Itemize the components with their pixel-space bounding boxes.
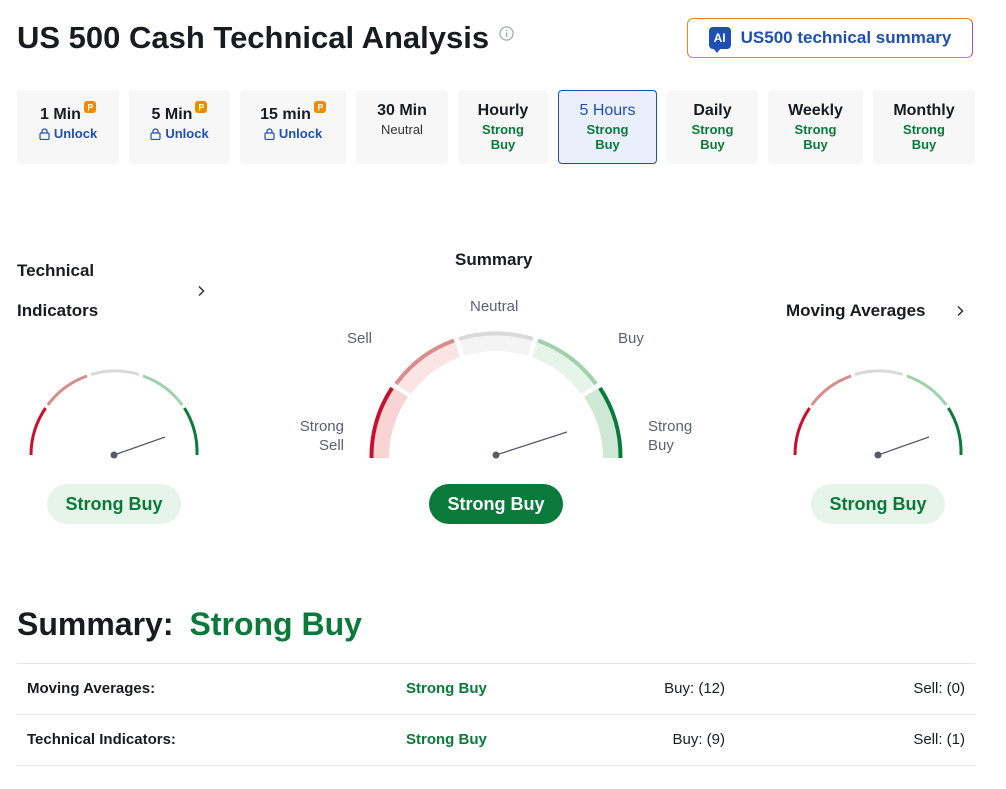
gauge-label-strong-sell: Strong Sell: [299, 418, 344, 454]
unlock-label: Unlock: [278, 126, 323, 141]
tab-1-min[interactable]: 1 Min Unlock: [17, 90, 119, 164]
tab-label: 15 min: [260, 106, 311, 123]
tab-status-line2: Buy: [911, 137, 937, 152]
tab-status: Neutral: [381, 122, 423, 137]
lock-icon: [150, 127, 161, 140]
tab-monthly[interactable]: Monthly Strong Buy: [873, 90, 975, 164]
row-name: Technical Indicators:: [27, 731, 176, 748]
tab-status-line1: Strong: [903, 122, 945, 137]
tab-label: Hourly: [477, 102, 529, 119]
summary-label: Summary:: [17, 606, 174, 642]
tab-label: 5 Min: [151, 106, 193, 123]
unlock-label: Unlock: [53, 126, 98, 141]
tab-weekly[interactable]: Weekly Strong Buy: [768, 90, 863, 164]
gauge-label-strong-buy: Strong Buy: [648, 418, 693, 454]
tab-status-line1: Strong: [691, 122, 734, 137]
page-title: US 500 Cash Technical Analysis: [17, 20, 490, 55]
unlock-label: Unlock: [165, 126, 209, 141]
heading-line: Technical: [17, 261, 95, 280]
info-circle-icon[interactable]: [499, 26, 514, 41]
heading-line: Indicators: [17, 301, 99, 320]
moving-averages-heading[interactable]: Moving Averages: [786, 301, 926, 320]
row-sell-count: Sell: (1): [913, 731, 965, 748]
summary-gauge: [369, 331, 623, 459]
tab-status-line1: Strong: [794, 122, 837, 137]
tab-status-line2: Buy: [595, 137, 620, 152]
tab-5-min[interactable]: 5 Min Unlock: [129, 90, 230, 164]
row-signal: Strong Buy: [406, 731, 487, 748]
tab-status-line1: Strong: [586, 122, 629, 137]
chevron-right-icon[interactable]: [195, 285, 207, 297]
tab-status-line1: Strong: [482, 122, 524, 137]
tab-status-line2: Buy: [803, 137, 828, 152]
summary-value: Strong Buy: [189, 606, 362, 642]
row-buy-count: Buy: (9): [672, 731, 725, 748]
pro-badge-icon: [313, 101, 326, 113]
ai-button-label: US500 technical summary: [740, 28, 952, 47]
table-row: Moving Averages: Strong Buy Buy: (12) Se…: [17, 663, 975, 714]
tab-label: Weekly: [788, 102, 843, 119]
summary-table: Moving Averages: Strong Buy Buy: (12) Se…: [17, 663, 975, 766]
technical-indicators-result: Strong Buy: [47, 484, 181, 524]
gauge-label-sell: Sell: [347, 330, 373, 347]
row-signal: Strong Buy: [406, 680, 487, 697]
gauge-label-buy: Buy: [618, 330, 644, 347]
pro-badge-icon: [83, 101, 96, 113]
tab-label: 1 Min: [40, 106, 81, 123]
ai-chat-icon: AI: [708, 27, 731, 53]
summary-gauge-result: Strong Buy: [429, 484, 563, 524]
chevron-right-icon[interactable]: [954, 305, 966, 317]
tab-daily[interactable]: Daily Strong Buy: [667, 90, 758, 164]
summary-gauge-heading: Summary: [455, 250, 533, 269]
moving-averages-result: Strong Buy: [811, 484, 945, 524]
tab-label: Daily: [693, 102, 732, 119]
tab-status-line2: Buy: [700, 137, 725, 152]
moving-averages-gauge: [793, 369, 963, 459]
tab-30-min[interactable]: 30 Min Neutral: [356, 90, 448, 164]
summary-title: Summary: Strong Buy: [17, 602, 362, 646]
tab-status-line2: Buy: [490, 137, 516, 152]
tab-15-min[interactable]: 15 min Unlock: [240, 90, 346, 164]
row-sell-count: Sell: (0): [913, 680, 965, 697]
row-buy-count: Buy: (12): [664, 680, 725, 697]
lock-icon: [39, 127, 50, 140]
tab-label: 30 Min: [377, 102, 427, 119]
technical-indicators-gauge: [29, 369, 199, 459]
table-row: Technical Indicators: Strong Buy Buy: (9…: [17, 714, 975, 766]
tab-hourly[interactable]: Hourly Strong Buy: [458, 90, 548, 164]
tab-5-hours[interactable]: 5 Hours Strong Buy: [558, 90, 657, 164]
tab-label: Monthly: [893, 102, 955, 119]
gauge-label-neutral: Neutral: [470, 298, 519, 315]
tab-label: 5 Hours: [579, 102, 636, 119]
ai-technical-summary-button[interactable]: AI US500 technical summary: [687, 18, 973, 58]
row-name: Moving Averages:: [27, 680, 156, 697]
lock-icon: [264, 127, 275, 140]
pro-badge-icon: [195, 101, 208, 113]
technical-indicators-heading[interactable]: Technical Indicators: [17, 261, 98, 321]
